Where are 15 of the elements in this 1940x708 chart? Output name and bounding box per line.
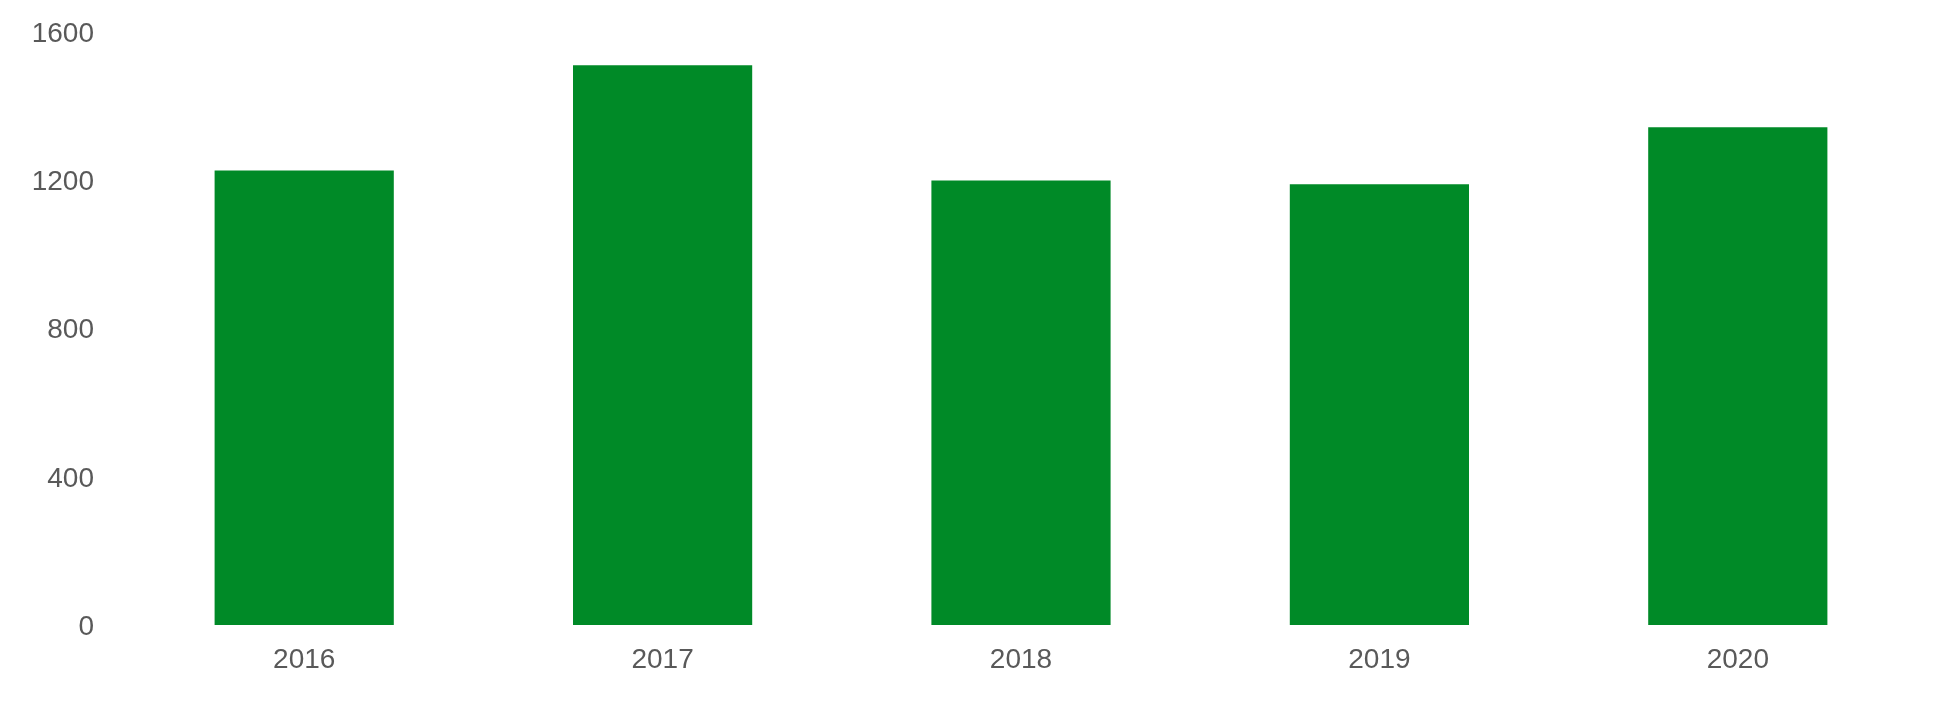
x-tick-label: 2018 — [989, 643, 1053, 674]
y-tick-label: 1200 — [31, 165, 94, 197]
y-tick-label: 1600 — [31, 16, 94, 48]
bar — [214, 170, 394, 625]
y-tick-label: 400 — [47, 461, 94, 493]
x-tick-label: 2020 — [1706, 643, 1769, 674]
x-tick-label: 2017 — [631, 643, 694, 674]
y-tick-label: 800 — [47, 313, 94, 345]
bar — [1289, 184, 1469, 625]
bar — [931, 180, 1111, 625]
bar — [573, 65, 753, 625]
bar — [1648, 127, 1828, 625]
x-tick-label: 2016 — [273, 643, 336, 674]
x-tick-label: 2019 — [1348, 643, 1411, 674]
y-tick-label: 0 — [78, 609, 94, 641]
